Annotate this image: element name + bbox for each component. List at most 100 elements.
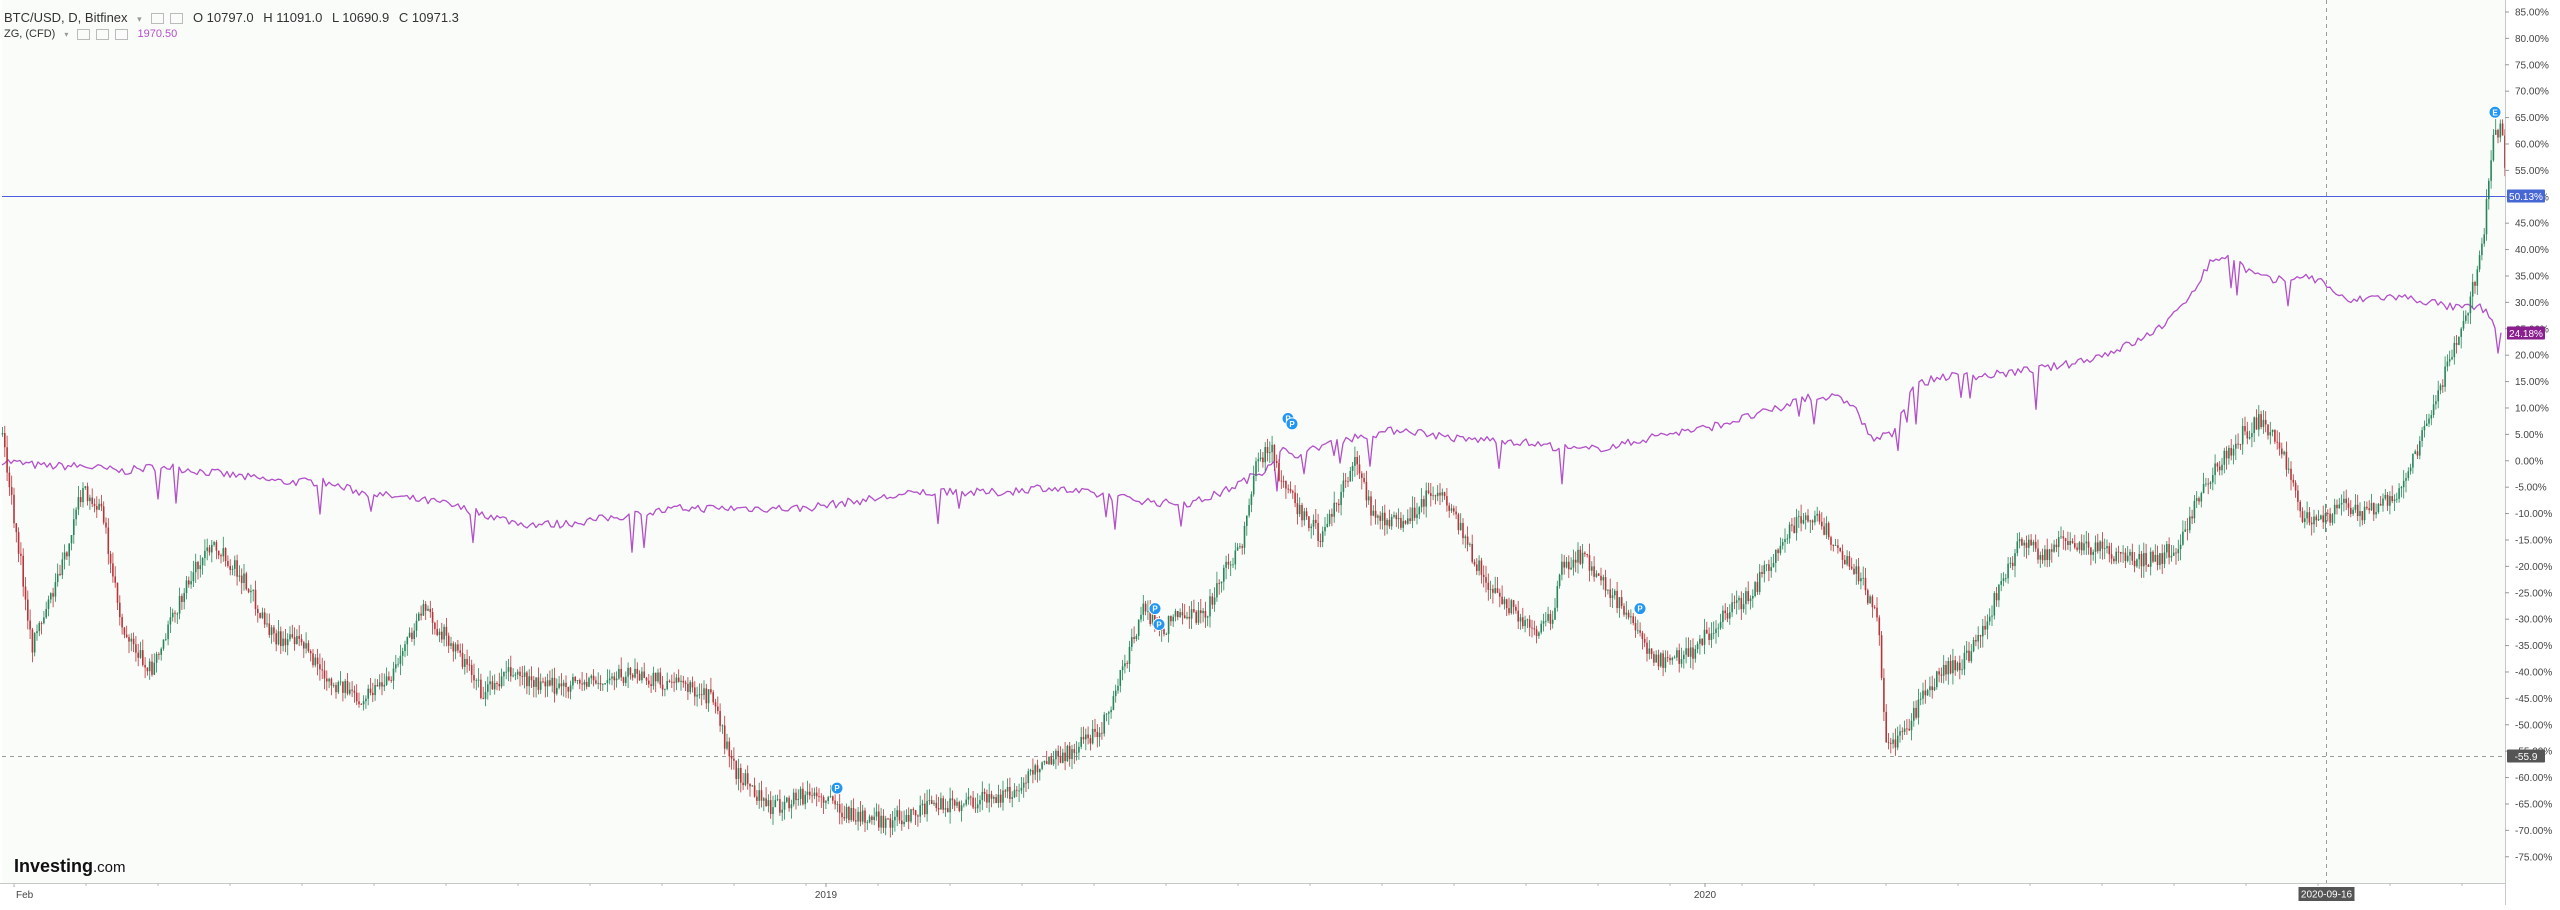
candle-body bbox=[96, 506, 98, 510]
candle-body bbox=[595, 680, 597, 684]
candle-body bbox=[2356, 504, 2359, 517]
candle-body bbox=[1584, 552, 1586, 555]
candle-body bbox=[779, 799, 781, 813]
candle-body bbox=[181, 595, 183, 602]
legend-compare-close-icon[interactable] bbox=[115, 28, 129, 40]
candle-body bbox=[1025, 782, 1027, 784]
candle-body bbox=[809, 791, 811, 796]
candle-body bbox=[2338, 504, 2341, 509]
candle-body bbox=[744, 773, 747, 786]
candle-body bbox=[346, 681, 349, 694]
candle-body bbox=[2462, 320, 2465, 329]
candle-body bbox=[997, 794, 1000, 803]
candle-body bbox=[1517, 610, 1519, 622]
candle-body bbox=[1524, 620, 1526, 627]
candle-body bbox=[411, 632, 413, 640]
y-tick-label: -5.00% bbox=[2515, 483, 2547, 494]
candle-body bbox=[52, 593, 54, 597]
candle-body bbox=[673, 681, 675, 683]
candle-body bbox=[1280, 480, 1283, 482]
event-marker[interactable] bbox=[830, 781, 844, 795]
candle-body bbox=[1975, 640, 1977, 642]
candle-body bbox=[93, 503, 96, 507]
candle-body bbox=[2122, 552, 2124, 554]
candle-body bbox=[2193, 500, 2196, 519]
candle-body bbox=[307, 643, 310, 652]
candle-body bbox=[2051, 549, 2053, 552]
candle-body bbox=[1020, 787, 1023, 791]
event-marker[interactable] bbox=[1285, 417, 1299, 431]
legend-compare-toggle-icon[interactable]: ▾ bbox=[64, 30, 69, 39]
candle-body bbox=[61, 559, 64, 576]
candle-body bbox=[1271, 444, 1273, 453]
candle-body bbox=[903, 821, 905, 825]
candle-body bbox=[77, 497, 80, 510]
candle-body bbox=[848, 806, 850, 821]
candle-body bbox=[1078, 746, 1080, 753]
candle-body bbox=[905, 814, 908, 822]
candle-body bbox=[2492, 134, 2495, 161]
y-tick-label: -45.00% bbox=[2515, 694, 2552, 705]
candle-body bbox=[1022, 782, 1025, 788]
candle-body bbox=[2361, 511, 2364, 521]
candle-body bbox=[1885, 711, 1887, 743]
candle-body bbox=[176, 613, 179, 615]
candle-body bbox=[355, 692, 358, 702]
candle-body bbox=[553, 677, 556, 694]
legend-compare-settings-icon[interactable] bbox=[77, 28, 91, 40]
candle-body bbox=[2437, 390, 2439, 402]
candle-body bbox=[383, 684, 386, 687]
candle-body bbox=[813, 792, 816, 796]
candle-body bbox=[714, 702, 717, 707]
candle-body bbox=[912, 809, 915, 811]
candle-body bbox=[1719, 621, 1722, 628]
candle-body bbox=[1128, 646, 1131, 664]
candle-body bbox=[17, 532, 20, 554]
candle-body bbox=[1857, 566, 1860, 582]
candle-body bbox=[496, 682, 498, 684]
candle-body bbox=[441, 631, 443, 640]
candle-body bbox=[2161, 553, 2163, 564]
candle-body bbox=[114, 576, 116, 583]
candle-body bbox=[2322, 515, 2324, 523]
candle-body bbox=[2373, 503, 2375, 515]
price-line-layer bbox=[2, 0, 2505, 883]
event-marker[interactable] bbox=[2488, 105, 2502, 119]
legend-compare-eye-icon[interactable] bbox=[96, 28, 110, 40]
event-marker[interactable] bbox=[1152, 617, 1166, 631]
legend-close-icon[interactable] bbox=[170, 13, 184, 25]
candle-body bbox=[1802, 519, 1805, 524]
candle-body bbox=[381, 682, 383, 687]
candle-body bbox=[1255, 461, 1257, 476]
event-marker[interactable] bbox=[1148, 602, 1162, 616]
candle-body bbox=[983, 791, 986, 794]
candle-body bbox=[107, 527, 110, 554]
candle-body bbox=[2083, 543, 2085, 551]
candle-body bbox=[1841, 551, 1844, 560]
candle-body bbox=[1660, 653, 1662, 667]
candle-body bbox=[1167, 616, 1170, 635]
candle-body bbox=[2423, 425, 2426, 431]
candle-body bbox=[303, 642, 305, 649]
event-marker[interactable] bbox=[1633, 602, 1647, 616]
candle-body bbox=[2159, 553, 2161, 566]
candle-body bbox=[1243, 525, 1246, 548]
candle-body bbox=[2216, 463, 2219, 467]
candle-body bbox=[1110, 709, 1112, 713]
y-tick-label: -20.00% bbox=[2515, 562, 2552, 573]
legend-settings-icon[interactable] bbox=[151, 13, 165, 25]
candle-body bbox=[2419, 440, 2421, 456]
candle-body bbox=[2290, 468, 2292, 480]
candle-body bbox=[2034, 541, 2037, 549]
candle-body bbox=[1689, 647, 1692, 657]
candle-body bbox=[1416, 514, 1418, 518]
legend-toggle-icon[interactable]: ▾ bbox=[137, 14, 142, 24]
candle-body bbox=[2239, 444, 2242, 445]
candle-body bbox=[1335, 502, 1338, 504]
candle-body bbox=[2232, 448, 2235, 456]
legend-high: H 11091.0 bbox=[263, 10, 323, 25]
candle-body bbox=[710, 689, 712, 693]
candle-body bbox=[1082, 736, 1085, 740]
